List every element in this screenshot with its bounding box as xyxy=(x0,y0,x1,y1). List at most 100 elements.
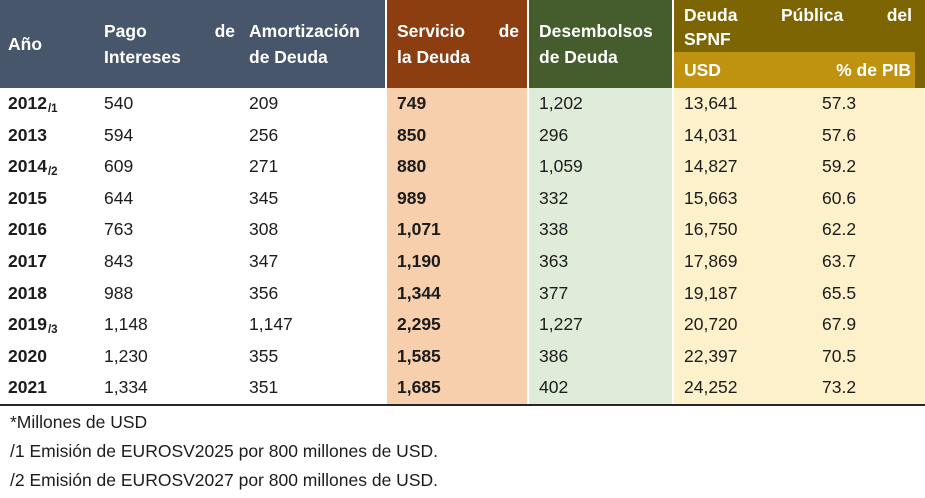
header-deuda-publica-group: Deuda Pública del SPNF USD % de PIB xyxy=(672,0,925,88)
header-deuda-publica: Deuda Pública del SPNF xyxy=(674,0,925,52)
deuda-pib-value: 57.3 xyxy=(820,88,925,120)
deuda-usd-value: 13,641 xyxy=(672,88,820,120)
amortizacion-value: 347 xyxy=(249,250,279,271)
desembolsos-value: 1,227 xyxy=(527,309,672,341)
deuda-pib-value: 70.5 xyxy=(820,340,925,373)
table-body: 2012/1 540 209 749 1,202 13,641 57.3 201… xyxy=(0,88,925,404)
header-des-line1: Desembolsos xyxy=(539,21,653,41)
deuda-usd-value: 15,663 xyxy=(672,182,820,215)
year-cell: 2012/1 xyxy=(0,88,100,120)
year-value: 2013 xyxy=(8,124,47,145)
desembolsos-value: 377 xyxy=(527,277,672,310)
header-ano: Año xyxy=(0,0,100,88)
deuda-usd-value: 22,397 xyxy=(672,340,820,373)
year-cell: 2015 xyxy=(0,183,100,215)
year-value: 2021 xyxy=(8,377,47,398)
servicio-deuda-value: 1,585 xyxy=(385,340,527,373)
header-pago-word1: Pago xyxy=(104,21,147,41)
header-deuda-line1: Deuda Pública del xyxy=(684,3,912,27)
servicio-deuda-value: 880 xyxy=(385,151,527,183)
servicio-deuda-value: 1,190 xyxy=(385,245,527,278)
deuda-pib-value: 57.6 xyxy=(820,119,925,152)
deuda-pib-value: 62.2 xyxy=(820,214,925,246)
deuda-pib-value: 65.5 xyxy=(820,277,925,310)
table-row: 2020 1,230 355 1,585 386 22,397 70.5 xyxy=(0,340,925,373)
table-row: 2019/3 1,148 1,147 2,295 1,227 20,720 67… xyxy=(0,309,925,341)
amortizacion-value: 271 xyxy=(249,156,279,177)
year-cell: 2018 xyxy=(0,278,100,310)
amortizacion-value: 209 xyxy=(249,93,279,113)
deuda-usd-value: 14,031 xyxy=(672,119,820,152)
footnote-millones: *Millones de USD xyxy=(10,411,148,432)
deuda-usd-value: 14,827 xyxy=(672,151,820,183)
servicio-deuda-value: 1,685 xyxy=(385,372,527,404)
year-value: 2020 xyxy=(8,345,47,366)
year-cell: 2017 xyxy=(0,246,100,278)
header-serv-word1: Servicio xyxy=(397,21,466,41)
amortizacion-value: 345 xyxy=(249,187,279,208)
header-pib: % de PIB xyxy=(836,60,911,80)
deuda-pib-value: 67.9 xyxy=(820,309,925,341)
year-value: 2016 xyxy=(8,219,47,240)
deuda-usd-value: 19,187 xyxy=(672,277,820,310)
footnotes: *Millones de USD /1 Emisión de EUROSV202… xyxy=(0,403,925,498)
pago-intereses-value: 1,230 xyxy=(104,345,148,366)
desembolsos-value: 338 xyxy=(527,214,672,246)
table-row: 2017 843 347 1,190 363 17,869 63.7 xyxy=(0,245,925,278)
servicio-deuda-value: 1,071 xyxy=(385,214,527,246)
amortizacion-value: 356 xyxy=(249,282,279,303)
pago-intereses-value: 609 xyxy=(104,156,134,177)
deuda-pib-value: 63.7 xyxy=(820,245,925,278)
header-deuda-word2: Pública xyxy=(780,5,844,25)
amortizacion-value: 355 xyxy=(249,345,279,366)
pago-intereses-value: 1,148 xyxy=(104,314,148,335)
header-deuda-line2: SPNF xyxy=(684,29,731,49)
year-cell: 2019/3 xyxy=(0,309,100,341)
table-header-row: Año Pago de Intereses Amortización de De… xyxy=(0,0,925,88)
pago-intereses-value: 843 xyxy=(104,250,134,271)
footnote-1: /1 Emisión de EUROSV2025 por 800 millone… xyxy=(10,440,438,461)
servicio-deuda-value: 2,295 xyxy=(385,309,527,341)
header-pago-word2: de xyxy=(214,21,235,41)
header-amortizacion: Amortización de Deuda xyxy=(245,0,385,88)
amortizacion-value: 351 xyxy=(249,377,279,398)
header-des-line2: de Deuda xyxy=(539,47,618,67)
header-usd: USD xyxy=(684,60,721,80)
amortizacion-value: 256 xyxy=(249,124,279,145)
table-row: 2015 644 345 989 332 15,663 60.6 xyxy=(0,182,925,215)
pago-intereses-value: 644 xyxy=(104,187,134,208)
header-pago-line1: Pago de xyxy=(104,18,235,44)
year-value: 2015 xyxy=(8,187,47,208)
header-pago-intereses: Pago de Intereses xyxy=(100,0,245,88)
deuda-usd-value: 24,252 xyxy=(672,372,820,404)
header-serv-line2: la Deuda xyxy=(397,47,470,67)
desembolsos-value: 1,059 xyxy=(527,151,672,183)
servicio-deuda-value: 1,344 xyxy=(385,277,527,310)
year-cell: 2016 xyxy=(0,214,100,246)
year-value: 2014 xyxy=(8,156,47,177)
servicio-deuda-value: 989 xyxy=(385,182,527,215)
table-row: 2012/1 540 209 749 1,202 13,641 57.3 xyxy=(0,88,925,120)
footnote-2: /2 Emisión de EUROSV2027 por 800 millone… xyxy=(10,469,438,490)
year-cell: 2020 xyxy=(0,341,100,373)
pago-intereses-value: 594 xyxy=(104,124,134,145)
header-servicio-deuda: Servicio de la Deuda xyxy=(385,0,527,88)
pago-intereses-value: 540 xyxy=(104,93,134,113)
deuda-usd-value: 16,750 xyxy=(672,214,820,246)
year-value: 2017 xyxy=(8,250,47,271)
table-row: 2021 1,334 351 1,685 402 24,252 73.2 xyxy=(0,372,925,404)
header-serv-word2: de xyxy=(498,21,519,41)
header-pago-line2: Intereses xyxy=(104,47,181,67)
year-footnote-marker: /3 xyxy=(47,324,58,337)
year-footnote-marker: /2 xyxy=(47,166,58,179)
desembolsos-value: 386 xyxy=(527,340,672,373)
deuda-pib-value: 59.2 xyxy=(820,151,925,183)
year-value: 2012 xyxy=(8,93,47,113)
deuda-pib-value: 60.6 xyxy=(820,182,925,215)
amortizacion-value: 308 xyxy=(249,219,279,240)
desembolsos-value: 1,202 xyxy=(527,88,672,120)
year-value: 2019 xyxy=(8,314,47,335)
deuda-pib-value: 73.2 xyxy=(820,372,925,404)
header-amort-line1: Amortización xyxy=(249,21,360,41)
